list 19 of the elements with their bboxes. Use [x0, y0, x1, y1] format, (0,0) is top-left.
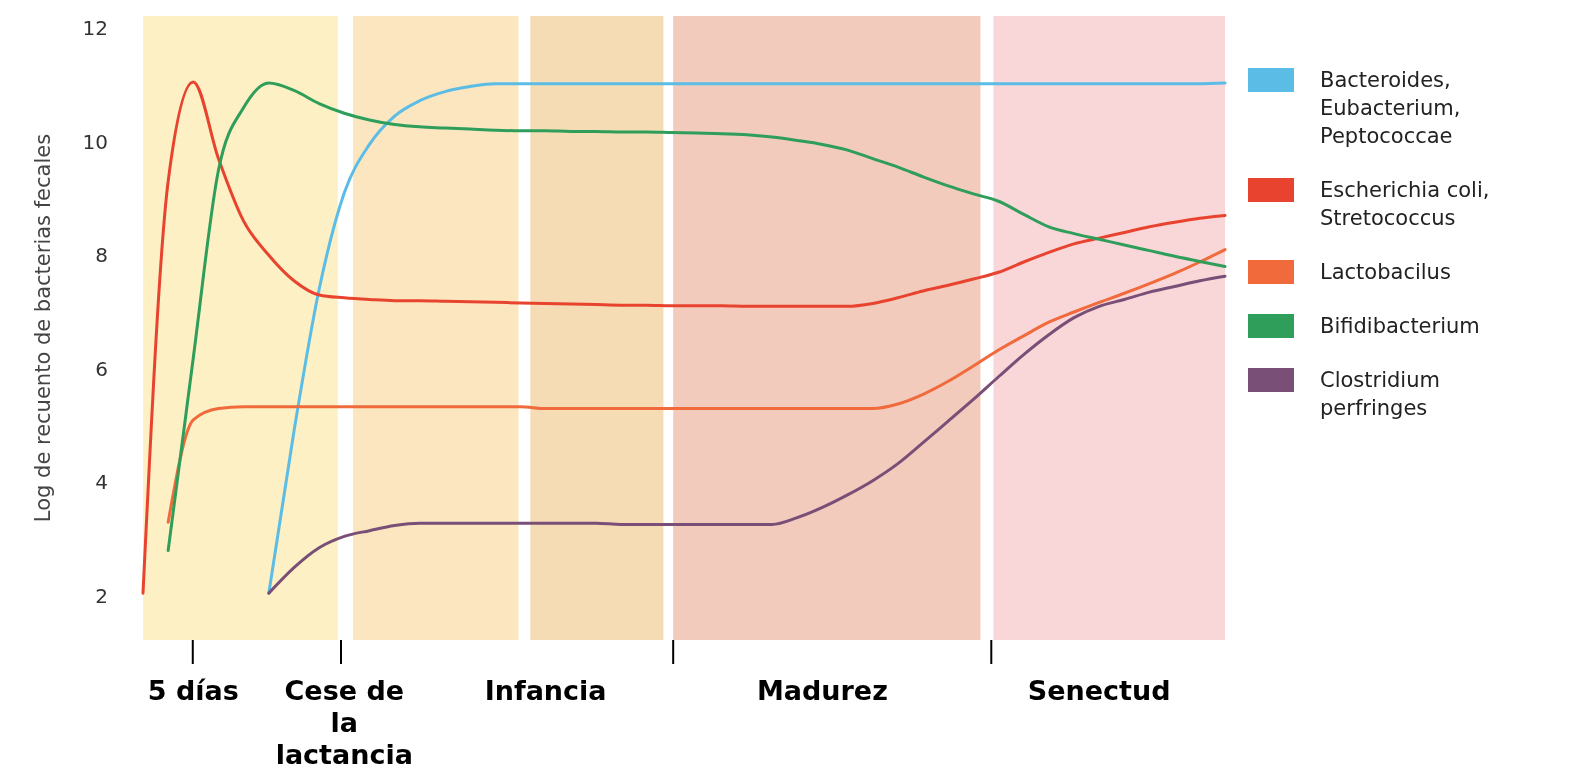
legend-label: Lactobacilus — [1320, 260, 1451, 284]
y-tick-label: 12 — [82, 16, 108, 40]
y-tick-label: 8 — [95, 243, 108, 268]
y-axis-title: Log de recuento de bacterias fecales — [31, 133, 55, 523]
legend-label: Escherichia coli, Stretococcus — [1320, 178, 1490, 230]
x-tick-label: Senectud — [1027, 675, 1171, 706]
y-tick-label: 2 — [95, 584, 108, 608]
x-tick-label: Cese de la lactancia — [275, 675, 413, 770]
y-tick-label: 10 — [82, 129, 108, 154]
x-tick-label: 5 días — [147, 675, 239, 706]
x-tick-label: Madurez — [756, 675, 888, 706]
x-tick-label: Infancia — [484, 675, 607, 706]
line-series — [267, 274, 1227, 595]
line-series — [166, 248, 1227, 524]
legend-label: Clostridium perfringes — [1320, 368, 1440, 420]
y-tick-label: 4 — [95, 470, 108, 495]
y-tick-label: 6 — [95, 356, 108, 381]
legend-label: Bifidibacterium — [1320, 314, 1480, 338]
legend-label: Bacteroides, Eubacterium, Peptococcae — [1320, 68, 1461, 148]
